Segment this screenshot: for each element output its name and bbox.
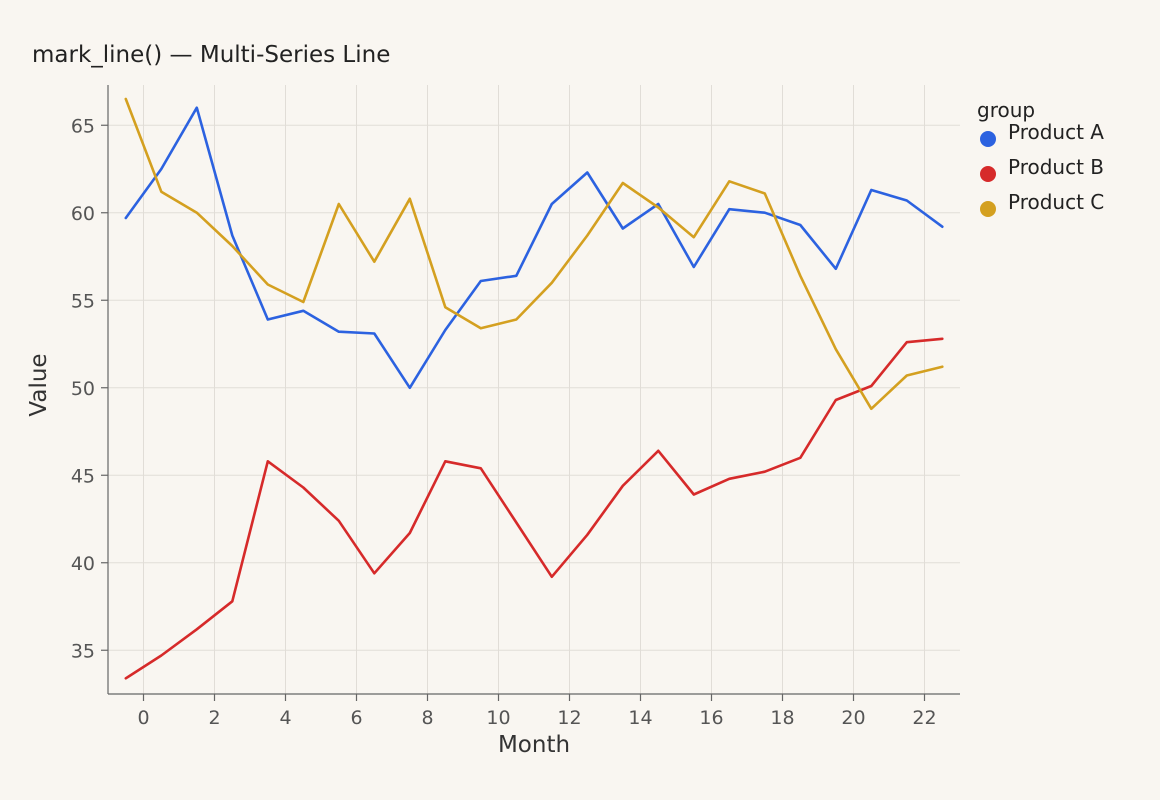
x-tick-label: 6	[350, 707, 362, 729]
x-tick-label: 8	[421, 707, 433, 729]
y-tick-label: 35	[71, 640, 95, 662]
x-tick-label: 22	[912, 707, 936, 729]
x-tick-label: 0	[137, 707, 149, 729]
legend-label-product-b: Product B	[1008, 155, 1104, 179]
legend-label-product-c: Product C	[1008, 190, 1104, 214]
x-tick-label: 12	[557, 707, 581, 729]
axes: 0 2 4 6 8 10 12 14 16 18 20 22 35 40 45 50 55 60 65	[71, 85, 960, 729]
grid	[108, 85, 960, 694]
y-tick-label: 50	[71, 378, 95, 400]
series-line-product-c	[124, 97, 944, 411]
y-tick-label: 40	[71, 553, 95, 575]
legend-swatch-product-c	[980, 201, 996, 217]
y-tick-label: 60	[71, 203, 95, 225]
y-axis-label: Value	[26, 353, 52, 416]
series-line-product-b	[124, 337, 944, 680]
x-tick-label: 20	[841, 707, 865, 729]
x-tick-label: 14	[628, 707, 652, 729]
chart-title: mark_line() — Multi-Series Line	[32, 42, 390, 68]
series-group	[124, 97, 944, 680]
legend-swatch-product-a	[980, 131, 996, 147]
y-tick-label: 45	[71, 465, 95, 487]
legend-title: group	[977, 98, 1035, 122]
x-tick-label: 16	[699, 707, 723, 729]
y-tick-label: 55	[71, 290, 95, 312]
x-tick-label: 2	[208, 707, 220, 729]
x-axis-label: Month	[498, 732, 570, 758]
series-line-product-a	[124, 106, 944, 390]
legend-label-product-a: Product A	[1008, 120, 1104, 144]
y-tick-label: 65	[71, 115, 95, 137]
legend: group Product A Product B Product C	[977, 98, 1104, 217]
legend-swatch-product-b	[980, 166, 996, 182]
x-tick-label: 18	[770, 707, 794, 729]
x-tick-label: 4	[279, 707, 291, 729]
x-tick-label: 10	[486, 707, 510, 729]
